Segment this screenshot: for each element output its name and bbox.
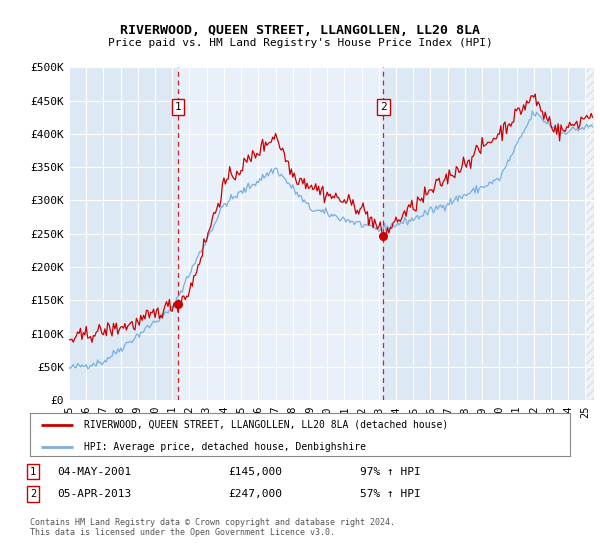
Text: 1: 1 [175, 102, 182, 112]
Text: 97% ↑ HPI: 97% ↑ HPI [360, 466, 421, 477]
Text: £247,000: £247,000 [228, 489, 282, 499]
Text: RIVERWOOD, QUEEN STREET, LLANGOLLEN, LL20 8LA: RIVERWOOD, QUEEN STREET, LLANGOLLEN, LL2… [120, 24, 480, 36]
Text: 05-APR-2013: 05-APR-2013 [57, 489, 131, 499]
Text: 57% ↑ HPI: 57% ↑ HPI [360, 489, 421, 499]
Text: RIVERWOOD, QUEEN STREET, LLANGOLLEN, LL20 8LA (detached house): RIVERWOOD, QUEEN STREET, LLANGOLLEN, LL2… [84, 420, 448, 430]
Text: Contains HM Land Registry data © Crown copyright and database right 2024.
This d: Contains HM Land Registry data © Crown c… [30, 518, 395, 538]
Text: 04-MAY-2001: 04-MAY-2001 [57, 466, 131, 477]
Text: HPI: Average price, detached house, Denbighshire: HPI: Average price, detached house, Denb… [84, 442, 366, 452]
Text: 2: 2 [380, 102, 387, 112]
Text: £145,000: £145,000 [228, 466, 282, 477]
Text: 1: 1 [30, 466, 36, 477]
Bar [178, 67, 383, 400]
Text: 2: 2 [30, 489, 36, 499]
Text: Price paid vs. HM Land Registry's House Price Index (HPI): Price paid vs. HM Land Registry's House … [107, 38, 493, 48]
Bar [586, 67, 594, 400]
